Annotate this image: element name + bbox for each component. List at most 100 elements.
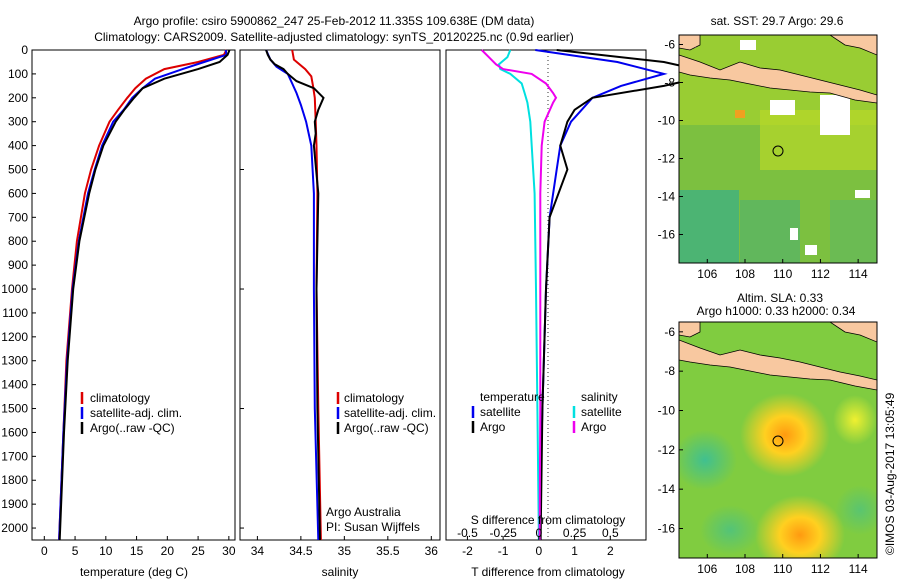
x-tick-label: 0 [536,544,543,558]
x-tick-label: 34 [251,544,265,558]
map-y-tick-label: -10 [658,404,676,418]
x-tick-label: 30 [222,544,236,558]
x-tick-label: -1 [498,544,509,558]
map-x-tick-label: 106 [697,562,717,576]
map-x-tick-label: 108 [735,267,755,281]
map-y-tick-label: -14 [658,190,676,204]
legend-climatology: climatology [344,391,404,405]
legend-t-satellite: satellite [480,405,521,419]
series-line-temperature-satellite [535,49,668,541]
secondary-x-tick-label: 0.25 [563,526,587,540]
map-y-tick-label: -12 [658,443,676,457]
temperature-axes-frame [31,49,236,541]
legend-s-satellite: satellite [581,405,622,419]
legend-temperature-heading: temperature [480,390,545,404]
difference-legend: temperature satellite Argo salinity sate… [471,390,622,434]
temperature-panel: 0100200300400500600700800900100011001200… [1,43,236,579]
legend-satellite: satellite-adj. clim. [90,406,182,420]
x-tick-label: 2 [607,544,614,558]
salinity-legend: climatology satellite-adj. clim. Argo(..… [336,391,436,435]
s-difference-xlabel: S difference from climatology [471,513,626,527]
x-tick-label: 25 [191,544,205,558]
x-tick-label: 35.5 [376,544,400,558]
annotation-pi: PI: Susan Wijffels [326,520,420,534]
map-y-tick-label: -14 [658,482,676,496]
y-tick-label: 1900 [1,497,28,511]
y-tick-label: 400 [8,139,28,153]
salinity-axes-frame [239,49,441,541]
map-x-tick-label: 110 [773,267,792,281]
secondary-x-tick-label: 0.5 [602,526,619,540]
difference-axes-frame [445,49,647,541]
x-tick-label: 15 [130,544,144,558]
map-y-tick-label: -8 [664,76,675,90]
y-tick-label: 600 [8,186,28,200]
profile-location-marker [772,435,784,447]
y-tick-label: 800 [8,234,28,248]
x-tick-label: 1 [571,544,578,558]
map-x-tick-label: 110 [773,562,792,576]
y-tick-label: 100 [8,67,28,81]
x-tick-label: 10 [99,544,113,558]
java-coastline [679,54,877,104]
secondary-x-tick-label: -0.5 [457,526,478,540]
secondary-x-tick-label: 0 [536,526,543,540]
map-y-tick-label: -6 [664,38,675,52]
series-line-argo [265,49,325,541]
map-x-tick-label: 106 [697,267,717,281]
legend-argo: Argo(..raw -QC) [344,421,429,435]
y-tick-label: 1300 [1,354,28,368]
map-y-tick-label: -8 [664,364,675,378]
salinity-panel: 34 34.5 35 35.5 36 salinity climatology sate… [239,49,441,579]
legend-salinity-heading: salinity [581,390,618,404]
y-tick-label: 2000 [1,521,28,535]
y-tick-label: 1400 [1,378,28,392]
figure-title-line1: Argo profile: csiro 5900862_247 25-Feb-2… [133,14,535,28]
legend-s-argo: Argo [581,420,607,434]
y-tick-label: 1500 [1,402,28,416]
secondary-x-tick-label: -0.25 [489,526,517,540]
y-tick-label: 0 [21,43,28,57]
imos-credit: ©IMOS 03-Aug-2017 13:05:49 [883,392,897,555]
sla-map: Altim. SLA: 0.33 Argo h1000: 0.33 h2000:… [658,291,878,576]
series-line-salinity-argo [480,49,558,541]
y-tick-label: 700 [8,210,28,224]
sst-map-frame [678,34,878,264]
x-tick-label: 0 [41,544,48,558]
y-tick-label: 1000 [1,282,28,296]
x-tick-label: 36 [425,544,439,558]
sst-map-title: sat. SST: 29.7 Argo: 29.6 [711,14,844,28]
difference-panel: -2 -1 0 1 2-0.5 -0.25 0 0.25 0.5 S difference fr… [445,49,718,579]
series-line-satellite-adj [58,49,228,541]
legend-satellite: satellite-adj. clim. [344,406,436,420]
y-tick-label: 900 [8,258,28,272]
map-y-tick-label: -16 [658,522,676,536]
temperature-legend: climatology satellite-adj. clim. Argo(..… [80,391,182,435]
sla-map-subtitle: Argo h1000: 0.33 h2000: 0.34 [697,304,856,318]
legend-argo: Argo(..raw -QC) [90,421,175,435]
map-y-tick-label: -12 [658,152,676,166]
sst-map: sat. SST: 29.7 Argo: 29.6 106 108 110 112 11… [658,14,878,281]
sla-map-title: Altim. SLA: 0.33 [737,291,823,305]
y-tick-label: 300 [8,115,28,129]
temperature-xlabel: temperature (deg C) [80,565,188,579]
series-line-salinity-satellite [497,49,540,541]
y-tick-label: 500 [8,163,28,177]
x-tick-label: -2 [462,544,473,558]
x-tick-label: 5 [72,544,79,558]
series-line-satellite-adj [265,49,320,541]
map-x-tick-label: 108 [735,562,755,576]
y-tick-label: 200 [8,91,28,105]
series-line-argo [58,49,231,541]
map-x-tick-label: 112 [811,267,830,281]
y-tick-label: 1100 [2,306,28,320]
map-y-tick-label: -10 [658,114,676,128]
salinity-xlabel: salinity [322,565,359,579]
x-tick-label: 34.5 [289,544,313,558]
y-tick-label: 1800 [1,473,28,487]
legend-climatology: climatology [90,391,150,405]
annotation-argo-australia: Argo Australia [326,505,401,519]
map-x-tick-label: 112 [811,562,830,576]
map-y-tick-label: -16 [658,228,676,242]
